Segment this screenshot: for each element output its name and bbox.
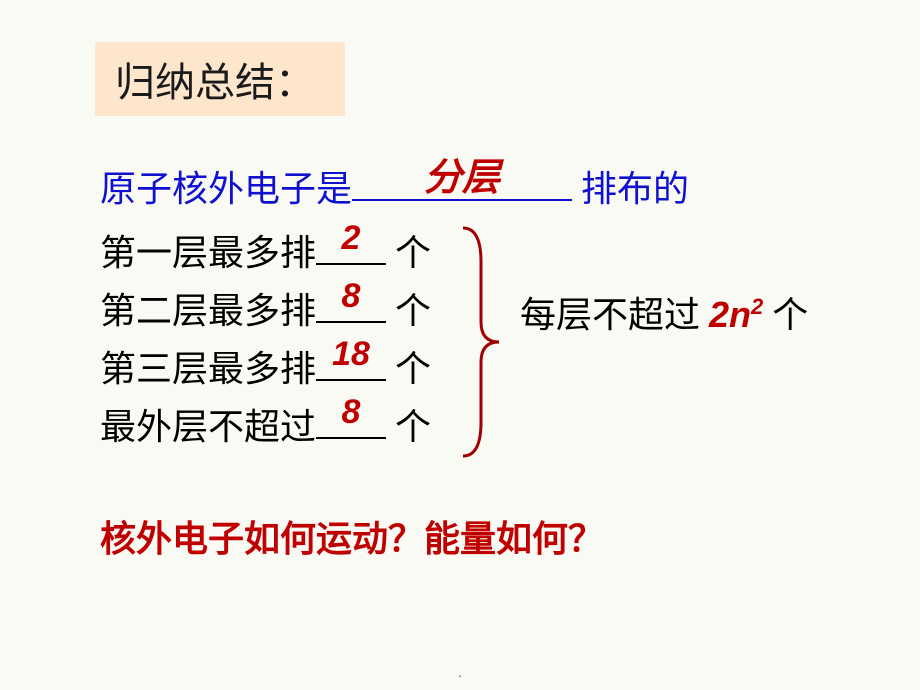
formula-sup: 2 <box>751 294 763 319</box>
line-1-before: 第一层最多排 <box>100 233 316 273</box>
line-4: 最外层不超过8 个 <box>100 399 431 457</box>
intro-blank: 分层 <box>352 199 572 201</box>
title-box: 归纳总结： <box>95 42 345 116</box>
line-1-fill: 2 <box>342 211 361 265</box>
line-2-before: 第二层最多排 <box>100 291 316 331</box>
question-text: 核外电子如何运动？能量如何？ <box>100 510 604 562</box>
per-layer-formula: 2n2 <box>709 294 763 335</box>
line-1-blank: 2 <box>316 263 386 265</box>
intro-before: 原子核外电子是 <box>100 169 352 209</box>
line-3-fill: 18 <box>332 327 370 381</box>
intro-fill: 分层 <box>424 146 500 201</box>
per-layer-before: 每层不超过 <box>520 295 709 335</box>
line-4-after: 个 <box>386 407 431 447</box>
line-3: 第三层最多排18 个 <box>100 341 431 399</box>
per-layer: 每层不超过 2n2 个 <box>520 286 808 338</box>
brace-icon <box>455 222 505 462</box>
line-3-before: 第三层最多排 <box>100 349 316 389</box>
intro-after: 排布的 <box>572 169 689 209</box>
line-2-blank: 8 <box>316 321 386 323</box>
line-4-fill: 8 <box>342 385 361 439</box>
line-1: 第一层最多排2 个 <box>100 225 431 283</box>
per-layer-after: 个 <box>763 295 808 335</box>
body-lines: 第一层最多排2 个 第二层最多排8 个 第三层最多排18 个 最外层不超过8 个 <box>100 225 431 457</box>
line-4-blank: 8 <box>316 437 386 439</box>
line-1-after: 个 <box>386 233 431 273</box>
line-3-blank: 18 <box>316 379 386 381</box>
line-4-before: 最外层不超过 <box>100 407 316 447</box>
line-2-after: 个 <box>386 291 431 331</box>
footer-dot: . <box>458 666 462 682</box>
title-text: 归纳总结： <box>115 60 315 105</box>
line-2-fill: 8 <box>342 269 361 323</box>
line-3-after: 个 <box>386 349 431 389</box>
formula-base: 2n <box>709 294 751 335</box>
line-2: 第二层最多排8 个 <box>100 283 431 341</box>
intro-line: 原子核外电子是分层 排布的 <box>100 160 689 212</box>
